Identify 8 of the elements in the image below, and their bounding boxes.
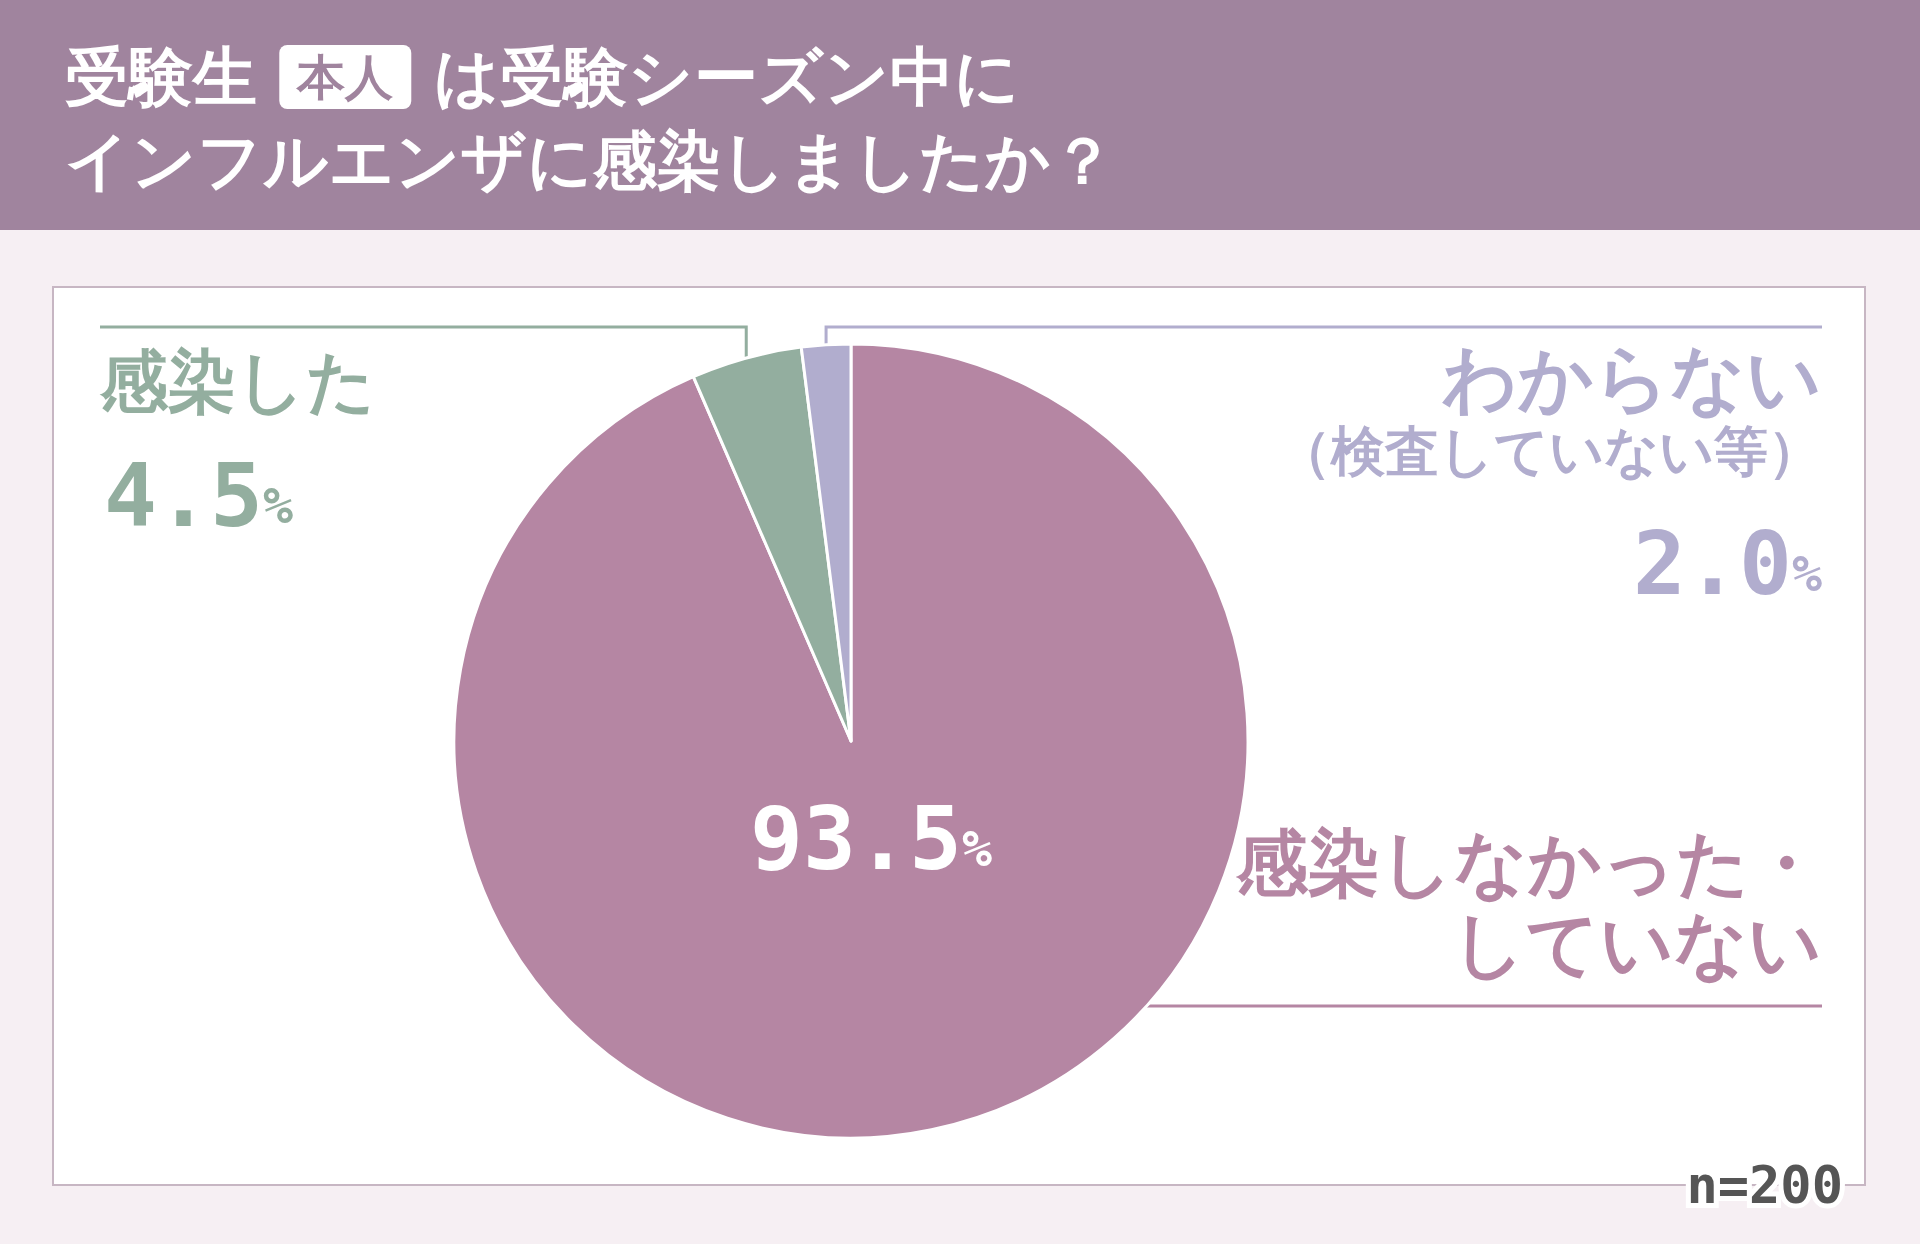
slice-label: 感染した <box>99 341 376 421</box>
data-label: 4.5% <box>104 443 294 547</box>
data-label: 93.5% <box>750 786 993 890</box>
chart-title: 受験生 本人 は受験シーズン中にインフルエンザに感染しましたか？ <box>65 40 1115 198</box>
text: n=200 <box>1686 1155 1843 1215</box>
data-label: 2.0% <box>1632 511 1823 615</box>
slice-label: わからない（検査していない等） <box>1277 334 1822 483</box>
slice-label: 感染しなかった・していない <box>1235 820 1822 986</box>
